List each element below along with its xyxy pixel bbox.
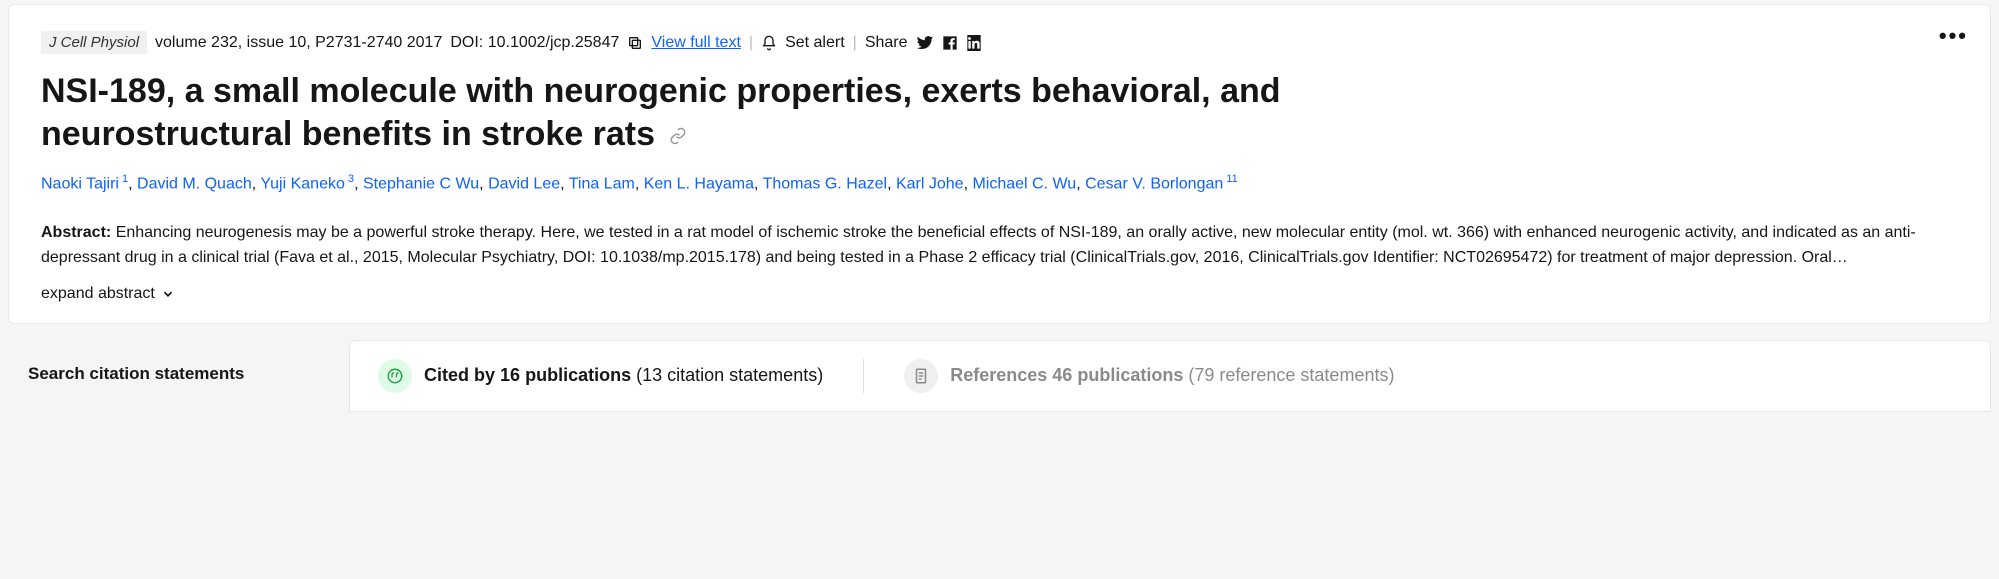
- facebook-icon[interactable]: [942, 35, 958, 51]
- author-link[interactable]: Ken L. Hayama: [644, 175, 754, 192]
- expand-label: expand abstract: [41, 285, 155, 303]
- permalink-icon[interactable]: [669, 124, 687, 146]
- author-link[interactable]: Thomas G. Hazel: [763, 175, 887, 192]
- author-link[interactable]: Naoki Tajiri: [41, 175, 119, 192]
- tabs-panel: Cited by 16 publications (13 citation st…: [349, 340, 1991, 412]
- bottom-row: Search citation statements Cited by 16 p…: [8, 340, 1991, 412]
- page-title: NSI-189, a small molecule with neurogeni…: [41, 70, 1491, 155]
- tab-cited-by[interactable]: Cited by 16 publications (13 citation st…: [378, 359, 823, 393]
- copy-icon[interactable]: [627, 35, 643, 51]
- tab-divider: [863, 359, 864, 393]
- author-link[interactable]: Michael C. Wu: [972, 175, 1076, 192]
- author-link[interactable]: David Lee: [488, 175, 560, 192]
- author-link[interactable]: David M. Quach: [137, 175, 252, 192]
- journal-tag[interactable]: J Cell Physiol: [41, 31, 147, 54]
- tab-references[interactable]: References 46 publications (79 reference…: [904, 359, 1394, 393]
- search-citation-label: Search citation statements: [28, 364, 313, 384]
- tab-cited-text: Cited by 16 publications (13 citation st…: [424, 365, 823, 386]
- meta-row: J Cell Physiol volume 232, issue 10, P27…: [41, 31, 1958, 54]
- twitter-icon[interactable]: [916, 34, 934, 52]
- bell-icon[interactable]: [761, 34, 777, 52]
- author-link[interactable]: Tina Lam: [569, 175, 635, 192]
- author-affiliation-sup: 3: [345, 173, 354, 185]
- expand-abstract-button[interactable]: expand abstract: [41, 285, 175, 303]
- chevron-down-icon: [161, 287, 175, 301]
- view-full-text-link[interactable]: View full text: [651, 34, 741, 52]
- tab-refs-text: References 46 publications (79 reference…: [950, 365, 1394, 386]
- author-link[interactable]: Cesar V. Borlongan: [1085, 175, 1223, 192]
- search-panel: Search citation statements: [8, 340, 333, 412]
- abstract-label: Abstract:: [41, 224, 111, 241]
- linkedin-icon[interactable]: [966, 35, 982, 51]
- share-label: Share: [865, 34, 908, 52]
- quote-icon: [378, 359, 412, 393]
- authors-list: Naoki Tajiri 1, David M. Quach, Yuji Kan…: [41, 171, 1958, 197]
- set-alert-button[interactable]: Set alert: [785, 34, 845, 52]
- divider: |: [749, 34, 753, 52]
- abstract-body: Enhancing neurogenesis may be a powerful…: [41, 224, 1916, 266]
- author-link[interactable]: Stephanie C Wu: [363, 175, 479, 192]
- abstract-text: Abstract: Enhancing neurogenesis may be …: [41, 221, 1958, 271]
- author-affiliation-sup: 11: [1223, 173, 1237, 185]
- publication-card: ••• J Cell Physiol volume 232, issue 10,…: [8, 4, 1991, 324]
- more-options-button[interactable]: •••: [1939, 23, 1968, 49]
- title-text: NSI-189, a small molecule with neurogeni…: [41, 72, 1281, 153]
- divider: |: [853, 34, 857, 52]
- author-link[interactable]: Karl Johe: [896, 175, 964, 192]
- document-icon: [904, 359, 938, 393]
- author-link[interactable]: Yuji Kaneko: [260, 175, 345, 192]
- author-affiliation-sup: 1: [119, 173, 128, 185]
- volume-issue-text: volume 232, issue 10, P2731-2740 2017: [155, 34, 442, 52]
- doi-text: DOI: 10.1002/jcp.25847: [450, 34, 619, 52]
